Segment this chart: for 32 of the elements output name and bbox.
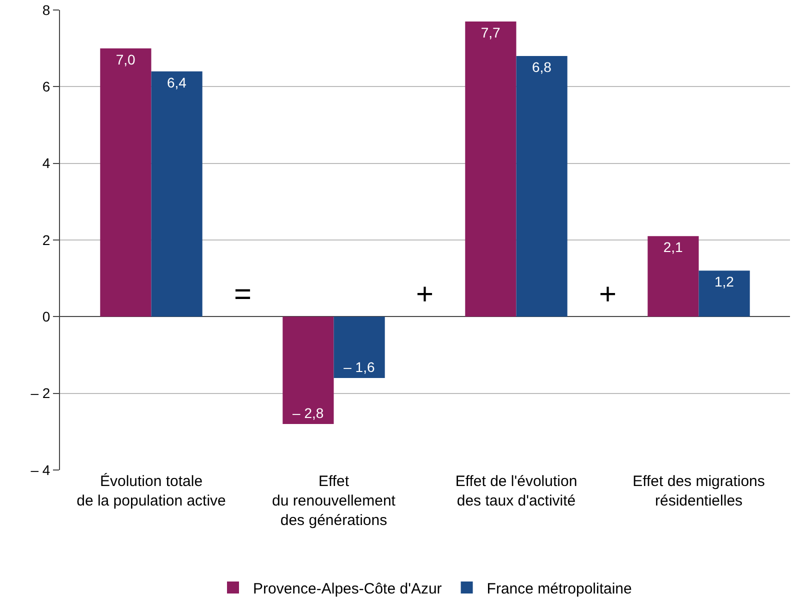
data-label: 7,7 bbox=[480, 24, 501, 40]
x-tick-label: Effet de l'évolution des taux d'activité bbox=[455, 473, 578, 510]
y-tick-label: 8 bbox=[42, 2, 50, 18]
annotation: = bbox=[234, 278, 252, 311]
data-label: 6,8 bbox=[532, 59, 552, 75]
data-label: 7,0 bbox=[116, 51, 136, 68]
x-tick-label: Effet du renouvellement des générations bbox=[272, 473, 396, 529]
bar bbox=[698, 270, 750, 317]
bar bbox=[334, 316, 385, 378]
data-label: 6,4 bbox=[166, 74, 187, 90]
data-label: – 1,6 bbox=[344, 359, 375, 375]
annotation: + bbox=[599, 278, 617, 311]
legend-label: Provence-Alpes-Côte d'Azur bbox=[253, 580, 442, 598]
y-tick-label: – 4 bbox=[30, 462, 50, 478]
bar bbox=[151, 71, 202, 317]
x-tick-label: Effet des migrations résidentielles bbox=[632, 473, 765, 510]
y-tick-label: 4 bbox=[42, 155, 50, 172]
bar bbox=[465, 22, 516, 317]
y-tick-label: 6 bbox=[42, 78, 50, 95]
annotation: + bbox=[416, 278, 434, 311]
data-label: – 2,8 bbox=[292, 405, 324, 421]
y-tick-label: 0 bbox=[42, 308, 50, 325]
data-label: 1,2 bbox=[714, 274, 734, 290]
bar bbox=[648, 236, 699, 317]
legend-label: France métropolitaine bbox=[486, 580, 632, 598]
y-tick-label: – 2 bbox=[30, 385, 50, 402]
x-tick-label: Évolution totale de la population active bbox=[76, 472, 226, 510]
bar bbox=[100, 48, 152, 317]
y-tick-label: 2 bbox=[42, 232, 50, 248]
bar bbox=[282, 316, 334, 424]
bar bbox=[516, 56, 568, 317]
data-label: 2,1 bbox=[663, 239, 684, 256]
